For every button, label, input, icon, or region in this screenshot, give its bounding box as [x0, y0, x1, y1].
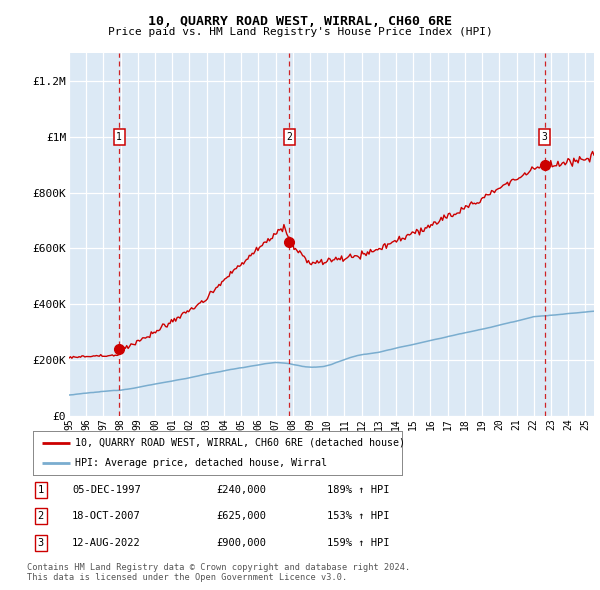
- Text: 153% ↑ HPI: 153% ↑ HPI: [327, 512, 389, 521]
- Text: 3: 3: [38, 538, 44, 548]
- Text: £900,000: £900,000: [216, 538, 266, 548]
- Text: Contains HM Land Registry data © Crown copyright and database right 2024.: Contains HM Land Registry data © Crown c…: [27, 563, 410, 572]
- Text: 2: 2: [286, 132, 292, 142]
- Text: 12-AUG-2022: 12-AUG-2022: [72, 538, 141, 548]
- Text: HPI: Average price, detached house, Wirral: HPI: Average price, detached house, Wirr…: [76, 458, 328, 468]
- Text: 159% ↑ HPI: 159% ↑ HPI: [327, 538, 389, 548]
- Text: £240,000: £240,000: [216, 485, 266, 494]
- Text: Price paid vs. HM Land Registry's House Price Index (HPI): Price paid vs. HM Land Registry's House …: [107, 27, 493, 37]
- Text: 10, QUARRY ROAD WEST, WIRRAL, CH60 6RE: 10, QUARRY ROAD WEST, WIRRAL, CH60 6RE: [148, 15, 452, 28]
- Text: 05-DEC-1997: 05-DEC-1997: [72, 485, 141, 494]
- Text: 1: 1: [116, 132, 122, 142]
- Text: 10, QUARRY ROAD WEST, WIRRAL, CH60 6RE (detached house): 10, QUARRY ROAD WEST, WIRRAL, CH60 6RE (…: [76, 438, 406, 448]
- Text: £625,000: £625,000: [216, 512, 266, 521]
- Text: 1: 1: [38, 485, 44, 494]
- Text: This data is licensed under the Open Government Licence v3.0.: This data is licensed under the Open Gov…: [27, 573, 347, 582]
- Text: 3: 3: [542, 132, 547, 142]
- Text: 2: 2: [38, 512, 44, 521]
- Text: 18-OCT-2007: 18-OCT-2007: [72, 512, 141, 521]
- Text: 189% ↑ HPI: 189% ↑ HPI: [327, 485, 389, 494]
